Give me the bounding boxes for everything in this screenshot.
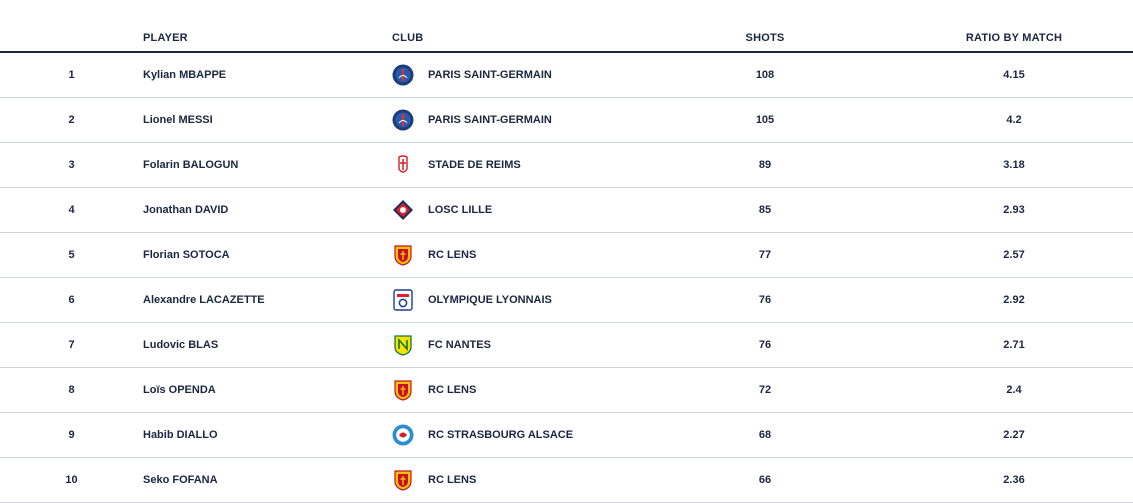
ratio-value: 2.92 [1003,294,1025,306]
header-club[interactable]: CLUB [392,32,424,44]
strasbourg-logo-icon[interactable] [392,424,414,446]
club-name[interactable]: FC NANTES [428,339,491,351]
rank: 4 [68,204,75,216]
club-name[interactable]: OLYMPIQUE LYONNAIS [428,294,552,306]
club-name[interactable]: RC LENS [428,249,477,261]
table-row[interactable]: 10 Seko FOFANA RC LENS 66 2.36 [0,458,1133,503]
player-name[interactable]: Folarin BALOGUN [143,159,239,171]
table-row[interactable]: 9 Habib DIALLO RC STRASBOURG ALSACE 68 2.27 [0,413,1133,458]
shots-value: 68 [758,429,772,441]
ratio-value: 4.2 [1006,114,1022,126]
table-row[interactable]: 5 Florian SOTOCA RC LENS 77 2.57 [0,233,1133,278]
shots-value: 85 [758,204,772,216]
shots-value: 76 [758,294,772,306]
table-row[interactable]: 1 Kylian MBAPPE PARIS SAINT-GERMAIN 108 4.15 [0,53,1133,98]
psg-logo-icon[interactable] [392,109,414,131]
ratio-value: 2.57 [1003,249,1025,261]
header-player[interactable]: PLAYER [143,32,188,44]
shots-value: 77 [758,249,772,261]
rank: 2 [68,114,75,126]
ratio-value: 2.27 [1003,429,1025,441]
reims-logo-icon[interactable] [392,154,414,176]
lens-logo-icon[interactable] [392,244,414,266]
table-row[interactable]: 3 Folarin BALOGUN STADE DE REIMS 89 3.18 [0,143,1133,188]
table-row[interactable]: 2 Lionel MESSI PARIS SAINT-GERMAIN 105 4.2 [0,98,1133,143]
club-name[interactable]: STADE DE REIMS [428,159,521,171]
player-name[interactable]: Habib DIALLO [143,429,218,441]
club-name[interactable]: LOSC LILLE [428,204,493,216]
lens-logo-icon[interactable] [392,469,414,491]
rank: 3 [68,159,75,171]
club-name[interactable]: RC STRASBOURG ALSACE [428,429,574,441]
club-name[interactable]: PARIS SAINT-GERMAIN [428,69,552,81]
shots-value: 72 [758,384,772,396]
header-shots[interactable]: SHOTS [745,32,785,44]
lyon-logo-icon[interactable] [392,289,414,311]
player-name[interactable]: Seko FOFANA [143,474,218,486]
ratio-value: 2.4 [1006,384,1022,396]
player-name[interactable]: Florian SOTOCA [143,249,230,261]
table-row[interactable]: 8 Loïs OPENDA RC LENS 72 2.4 [0,368,1133,413]
lille-logo-icon[interactable] [392,199,414,221]
player-name[interactable]: Jonathan DAVID [143,204,229,216]
ratio-value: 2.93 [1003,204,1025,216]
rank: 5 [68,249,75,261]
ratio-value: 2.36 [1003,474,1025,486]
player-name[interactable]: Kylian MBAPPE [143,69,227,81]
table-row[interactable]: 6 Alexandre LACAZETTE OLYMPIQUE LYONNAIS 76… [0,278,1133,323]
ratio-value: 3.18 [1003,159,1025,171]
lens-logo-icon[interactable] [392,379,414,401]
player-name[interactable]: Alexandre LACAZETTE [143,294,265,306]
table-row[interactable]: 4 Jonathan DAVID LOSC LILLE 85 2.93 [0,188,1133,233]
rank: 6 [68,294,75,306]
club-name[interactable]: RC LENS [428,384,477,396]
nantes-logo-icon[interactable] [392,334,414,356]
ratio-value: 4.15 [1003,69,1025,81]
shots-value: 108 [755,69,775,81]
shots-value: 105 [755,114,775,126]
rank: 1 [68,69,75,81]
shots-value: 76 [758,339,772,351]
rank: 8 [68,384,75,396]
rank: 7 [68,339,75,351]
shots-value: 89 [758,159,772,171]
table-row[interactable]: 7 Ludovic BLAS FC NANTES 76 2.71 [0,323,1133,368]
header-ratio[interactable]: RATIO BY MATCH [965,32,1063,44]
club-name[interactable]: RC LENS [428,474,477,486]
rank: 9 [68,429,75,441]
rank: 10 [65,474,78,486]
table-header: PLAYER CLUB SHOTS RATIO BY MATCH [0,0,1133,53]
player-name[interactable]: Ludovic BLAS [143,339,219,351]
player-name[interactable]: Loïs OPENDA [143,384,216,396]
player-name[interactable]: Lionel MESSI [143,114,213,126]
psg-logo-icon[interactable] [392,64,414,86]
shots-value: 66 [758,474,772,486]
club-name[interactable]: PARIS SAINT-GERMAIN [428,114,552,126]
ratio-value: 2.71 [1003,339,1025,351]
table-body: 1 Kylian MBAPPE PARIS SAINT-GERMAIN 108 4.15… [0,53,1133,503]
